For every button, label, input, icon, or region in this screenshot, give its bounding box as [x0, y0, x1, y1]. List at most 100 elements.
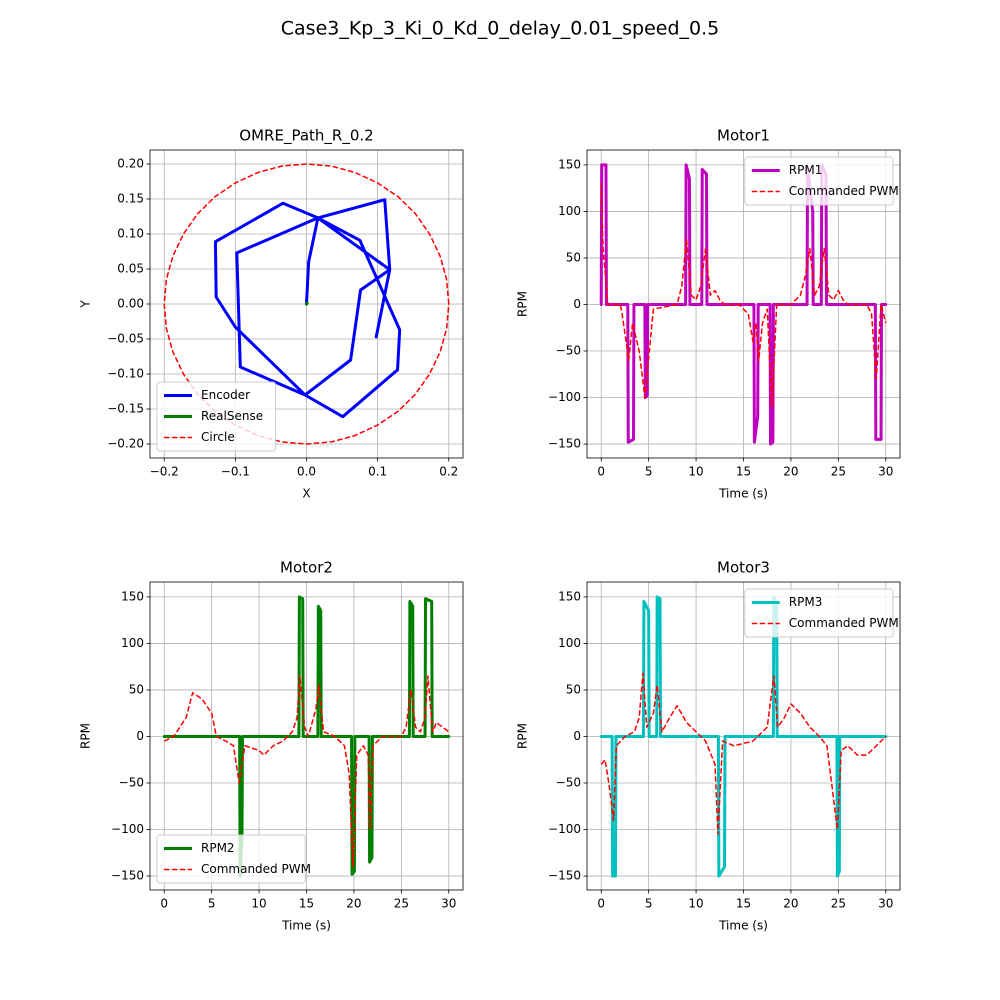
y-tick-label: −150: [548, 437, 581, 451]
legend-label: RPM1: [789, 163, 823, 177]
subplot-title: OMRE_Path_R_0.2: [239, 127, 373, 146]
y-tick-label: 0.05: [117, 262, 144, 276]
x-tick-label: 25: [831, 465, 846, 479]
y-tick-label: 0: [573, 729, 581, 743]
x-tick-label: 0.2: [439, 465, 458, 479]
y-tick-label: 50: [566, 250, 581, 264]
y-tick-label: −100: [548, 822, 581, 836]
subplot: 0 5 10 15 20 25 30 −150 −100 −50 0 50 100 150 Motor3 Ti…: [516, 559, 901, 933]
legend-box: [744, 156, 894, 206]
x-tick-label: −0.2: [150, 465, 179, 479]
x-tick-label: 5: [208, 897, 216, 911]
x-tick-label: 30: [878, 465, 893, 479]
legend-label: RPM3: [789, 595, 823, 609]
x-tick-label: 0: [597, 465, 605, 479]
figure-title: Case3_Kp_3_Ki_0_Kd_0_delay_0.01_speed_0.…: [281, 18, 719, 40]
subplot-title: Motor2: [280, 559, 333, 577]
y-tick-label: 150: [558, 157, 581, 171]
y-tick-label: 0.20: [117, 157, 144, 171]
x-tick-label: 25: [394, 897, 409, 911]
x-tick-label: −0.1: [221, 465, 250, 479]
legend-label: Commanded PWM: [201, 862, 311, 876]
x-tick-label: 0.1: [368, 465, 387, 479]
y-tick-label: 150: [121, 589, 144, 603]
y-tick-label: 100: [558, 636, 581, 650]
y-tick-label: 0: [573, 297, 581, 311]
axes-frame: [149, 581, 464, 891]
x-tick-label: 20: [346, 897, 361, 911]
x-tick-label: 5: [645, 897, 653, 911]
legend: RPM2 Commanded PWM: [156, 834, 311, 884]
series-line: [213, 198, 402, 419]
subplot: 0 5 10 15 20 25 30 −150 −100 −50 0 50 100 150 Motor1 Ti…: [516, 127, 901, 501]
y-axis-label: RPM: [516, 291, 530, 317]
y-tick-label: 0: [136, 729, 144, 743]
series-line: [163, 675, 450, 868]
legend: RPM3 Commanded PWM: [744, 588, 899, 638]
y-tick-label: −100: [111, 822, 144, 836]
legend-box: [156, 834, 306, 884]
legend-label: RealSense: [201, 409, 263, 423]
y-tick-label: −150: [111, 869, 144, 883]
series-line: [163, 163, 450, 445]
y-tick-label: −0.15: [107, 402, 144, 416]
series-line: [305, 301, 309, 306]
y-tick-label: −100: [548, 390, 581, 404]
legend-box: [156, 381, 277, 452]
legend-label: Commanded PWM: [789, 184, 899, 198]
y-tick-label: −0.05: [107, 332, 144, 346]
y-tick-label: 150: [558, 589, 581, 603]
x-axis-label: Time (s): [718, 487, 768, 501]
axes-frame: [586, 149, 901, 459]
y-tick-label: −50: [556, 775, 581, 789]
x-tick-label: 10: [251, 897, 266, 911]
y-tick-label: 100: [121, 636, 144, 650]
x-tick-label: 20: [783, 465, 798, 479]
legend-label: Circle: [201, 430, 235, 444]
x-axis-label: Time (s): [281, 919, 331, 933]
legend-box: [744, 588, 894, 638]
x-tick-label: 0: [160, 897, 168, 911]
y-tick-label: −50: [556, 343, 581, 357]
subplot-title: Motor3: [717, 559, 770, 577]
y-tick-label: 0.15: [117, 192, 144, 206]
y-axis-label: RPM: [516, 723, 530, 749]
y-tick-label: 0.00: [117, 297, 144, 311]
series-line: [599, 595, 888, 878]
legend: RPM1 Commanded PWM: [744, 156, 899, 206]
y-tick-label: −150: [548, 869, 581, 883]
axes-frame: [149, 149, 464, 459]
y-tick-label: 0.10: [117, 227, 144, 241]
y-tick-label: −0.20: [107, 437, 144, 451]
x-tick-label: 15: [736, 897, 751, 911]
y-axis-label: Y: [79, 300, 93, 309]
y-tick-label: −50: [119, 775, 144, 789]
series-line: [162, 595, 451, 878]
y-tick-label: 100: [558, 204, 581, 218]
x-tick-label: 10: [688, 465, 703, 479]
x-tick-label: 0.0: [297, 465, 316, 479]
subplot: −0.2 −0.1 0.0 0.1 0.2 −0.20 −0.15 −0.10 −0.05 0.0…: [79, 127, 464, 501]
x-axis-label: X: [302, 487, 310, 501]
x-tick-label: 15: [299, 897, 314, 911]
x-tick-label: 25: [831, 897, 846, 911]
x-axis-label: Time (s): [718, 919, 768, 933]
x-tick-label: 0: [597, 897, 605, 911]
legend: Encoder RealSense Circle: [156, 381, 277, 452]
series-line: [600, 183, 887, 408]
y-tick-label: 50: [566, 682, 581, 696]
y-axis-label: RPM: [79, 723, 93, 749]
x-tick-label: 30: [441, 897, 456, 911]
x-tick-label: 20: [783, 897, 798, 911]
subplot: 0 5 10 15 20 25 30 −150 −100 −50 0 50 100 150 Motor2 Ti…: [79, 559, 464, 933]
x-tick-label: 30: [878, 897, 893, 911]
legend-label: Encoder: [201, 388, 250, 402]
subplot-title: Motor1: [717, 127, 770, 145]
legend-label: Commanded PWM: [789, 616, 899, 630]
y-tick-label: 50: [129, 682, 144, 696]
x-tick-label: 5: [645, 465, 653, 479]
axes-frame: [586, 581, 901, 891]
legend-label: RPM2: [201, 841, 235, 855]
y-tick-label: −0.10: [107, 367, 144, 381]
